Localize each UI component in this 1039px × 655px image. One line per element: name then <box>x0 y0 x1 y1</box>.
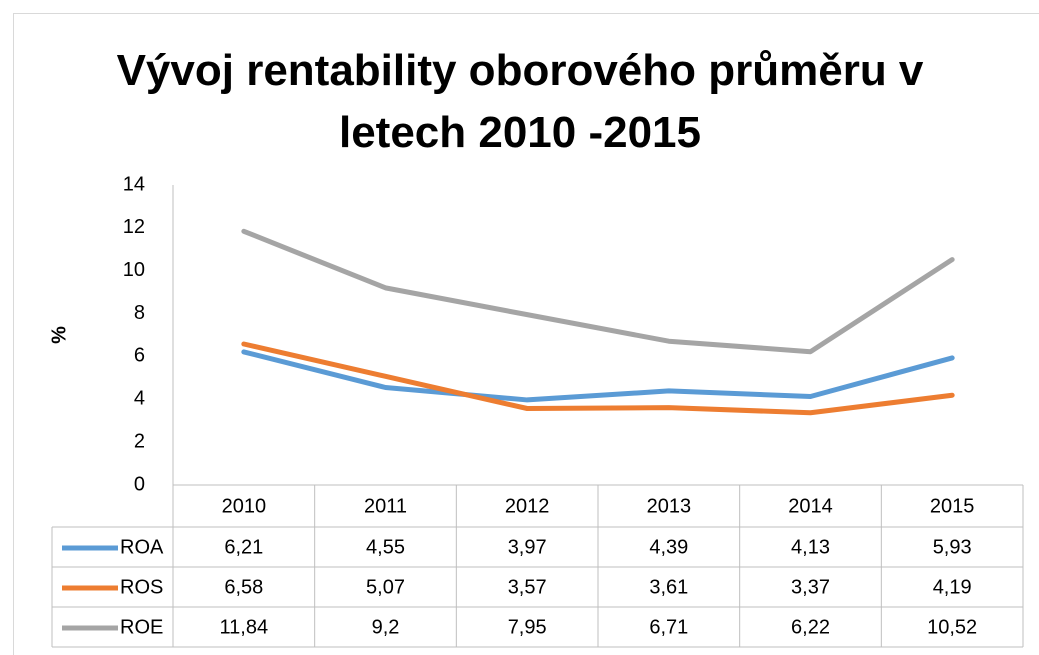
table-value: 5,07 <box>366 576 405 598</box>
table-value: 4,55 <box>366 536 405 558</box>
y-axis-label: % <box>48 326 70 344</box>
legend-label: ROS <box>120 576 163 598</box>
series-line <box>241 349 955 403</box>
table-value: 4,39 <box>649 536 688 558</box>
x-tick-label: 2013 <box>647 495 692 517</box>
table-value: 5,93 <box>933 536 972 558</box>
table-value: 10,52 <box>927 616 977 638</box>
table-value: 3,57 <box>508 576 547 598</box>
table-value: 4,19 <box>933 576 972 598</box>
x-tick-label: 2011 <box>364 495 407 517</box>
table-value: 11,84 <box>220 616 269 638</box>
y-tick-label: 14 <box>123 173 145 195</box>
y-tick-label: 10 <box>123 259 145 281</box>
x-tick-label: 2014 <box>788 495 833 517</box>
table-value: 3,61 <box>649 576 688 598</box>
y-tick-label: 8 <box>134 302 145 324</box>
table-value: 6,22 <box>791 616 830 638</box>
y-tick-label: 2 <box>134 430 145 452</box>
y-tick-label: 0 <box>134 473 145 495</box>
series-line <box>241 228 955 355</box>
x-tick-label: 2015 <box>930 495 975 517</box>
x-tick-label: 2010 <box>222 495 267 517</box>
x-tick-label: 2012 <box>505 495 550 517</box>
table-value: 6,21 <box>224 536 263 558</box>
series-line <box>241 341 955 416</box>
legend-label: ROE <box>120 616 163 638</box>
y-tick-label: 4 <box>134 388 145 410</box>
table-value: 6,71 <box>649 616 688 638</box>
table-value: 6,58 <box>224 576 263 598</box>
table-value: 3,37 <box>791 576 830 598</box>
legend-label: ROA <box>120 536 164 558</box>
chart-frame <box>13 13 1039 655</box>
table-value: 7,95 <box>508 616 547 638</box>
table-value: 3,97 <box>508 536 547 558</box>
y-tick-label: 12 <box>123 216 145 238</box>
table-value: 9,2 <box>372 616 400 638</box>
y-tick-label: 6 <box>134 345 145 367</box>
table-value: 4,13 <box>791 536 830 558</box>
chart-title: Vývoj rentability oborového průměru v le… <box>116 46 924 157</box>
